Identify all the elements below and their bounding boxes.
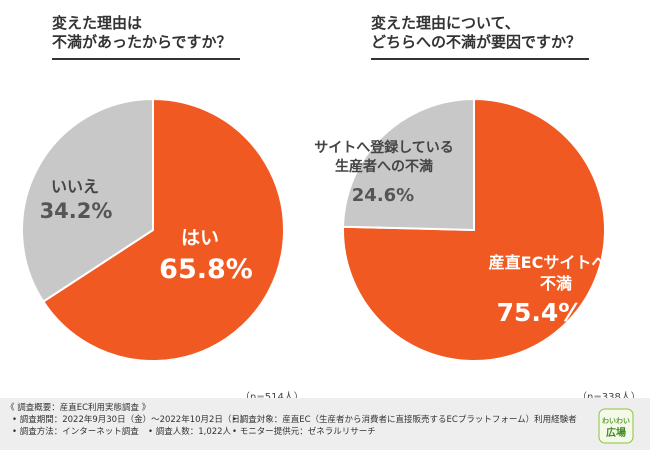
right-title-underline [371,58,589,60]
right-slice-label-producer-line-2: 生産者への不満 [335,158,433,175]
right-slice-producer [342,97,475,232]
left-pie-chart [21,97,285,362]
left-slice-yes [41,97,285,362]
left-title-underline [52,58,240,60]
left-chart-title: 変えた理由は 不満があったからですか？ [52,14,232,52]
right-slice-value-producer: 24.6% [352,185,414,206]
logo-text-top: わいわい [602,417,630,425]
right-sample-size: （n=338人） [577,388,641,403]
survey-overview-footer: 《 調査概要：産直EC利用実態調査 》 • 調査期間：2022年9月30日（金）… [0,398,650,450]
right-title-line-2: どちらへの不満が要因ですか？ [371,33,582,51]
survey-provider: • モニター提供元：ゼネラルリサーチ [232,427,376,437]
logo-text-bottom: 広場 [606,426,626,439]
left-slice-value-yes: 65.8% [159,254,253,285]
left-sample-size: （n=514人） [240,388,304,403]
pie-charts: いいえ 34.2% はい 65.8% サイトへ登録している 生産者への不満 24… [21,97,624,362]
survey-period: • 調査期間：2022年9月30日（金）～2022年10月2日（日） [12,415,249,425]
right-slice-value-ec: 75.4% [497,298,584,327]
survey-count: • 調査人数：1,022人 [148,427,232,437]
right-chart-title: 変えた理由について、 どちらへの不満が要因ですか？ [371,14,581,52]
survey-heading: 《 調査概要：産直EC利用実態調査 》 [6,403,151,413]
right-slice-label-ec-line-1: 産直ECサイトへの [489,253,624,272]
survey-target: • 調査対象：産直EC（生産者から消費者に直接販売するECプラットフォーム）利用… [232,415,577,425]
left-slice-value-no: 34.2% [40,199,113,223]
left-title-line-2: 不満があったからですか？ [52,33,232,51]
survey-method: • 調査方法：インターネット調査 [12,427,139,437]
right-slice-label-producer-line-1: サイトへ登録している [314,139,454,156]
left-title-line-1: 変えた理由は [52,14,143,32]
waiwai-hiroba-logo: わいわい 広場 [598,408,634,444]
right-slice-label-ec-line-2: 不満 [540,274,572,293]
right-pie-chart [342,97,606,362]
left-slice-no [21,97,154,303]
right-title-line-1: 変えた理由について、 [371,14,520,32]
left-slice-label-yes: はい [181,227,219,249]
left-slice-label-no: いいえ [51,177,99,196]
